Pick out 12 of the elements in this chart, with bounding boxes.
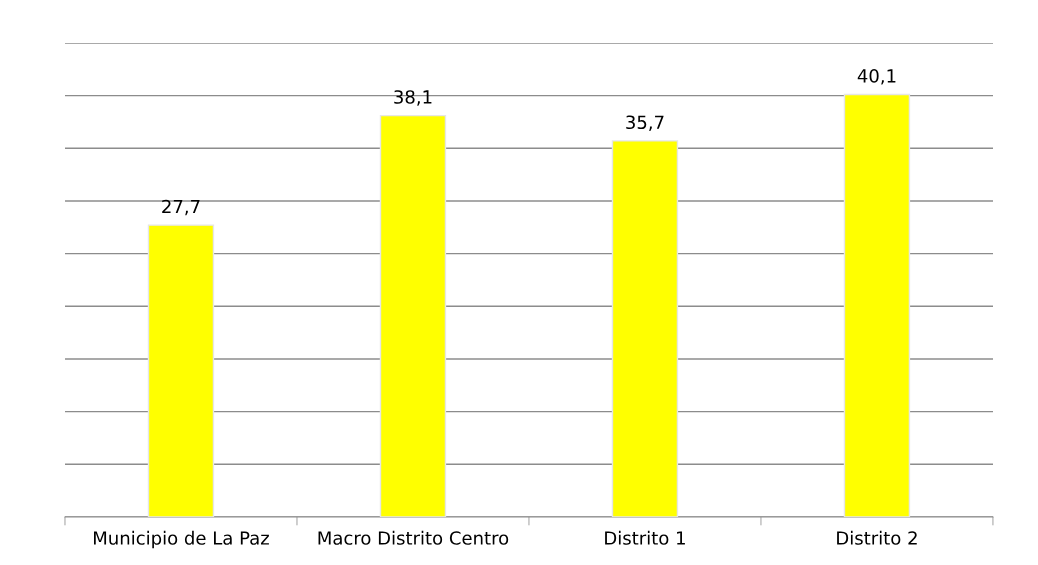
bar — [379, 114, 447, 517]
bar — [843, 93, 911, 517]
bar — [611, 140, 679, 517]
data-label: 38,1 — [394, 90, 432, 106]
data-label: 27,7 — [162, 199, 200, 216]
x-tick-label: Distrito 2 — [837, 530, 917, 545]
x-tick-label: Macro Distrito Centro — [318, 530, 509, 545]
data-label: 35,7 — [626, 115, 664, 131]
data-label: 40,1 — [857, 69, 896, 85]
bar — [147, 224, 215, 517]
x-tick-label: Distrito 1 — [605, 530, 685, 545]
x-tick-label: Municipio de La Paz — [94, 530, 269, 549]
